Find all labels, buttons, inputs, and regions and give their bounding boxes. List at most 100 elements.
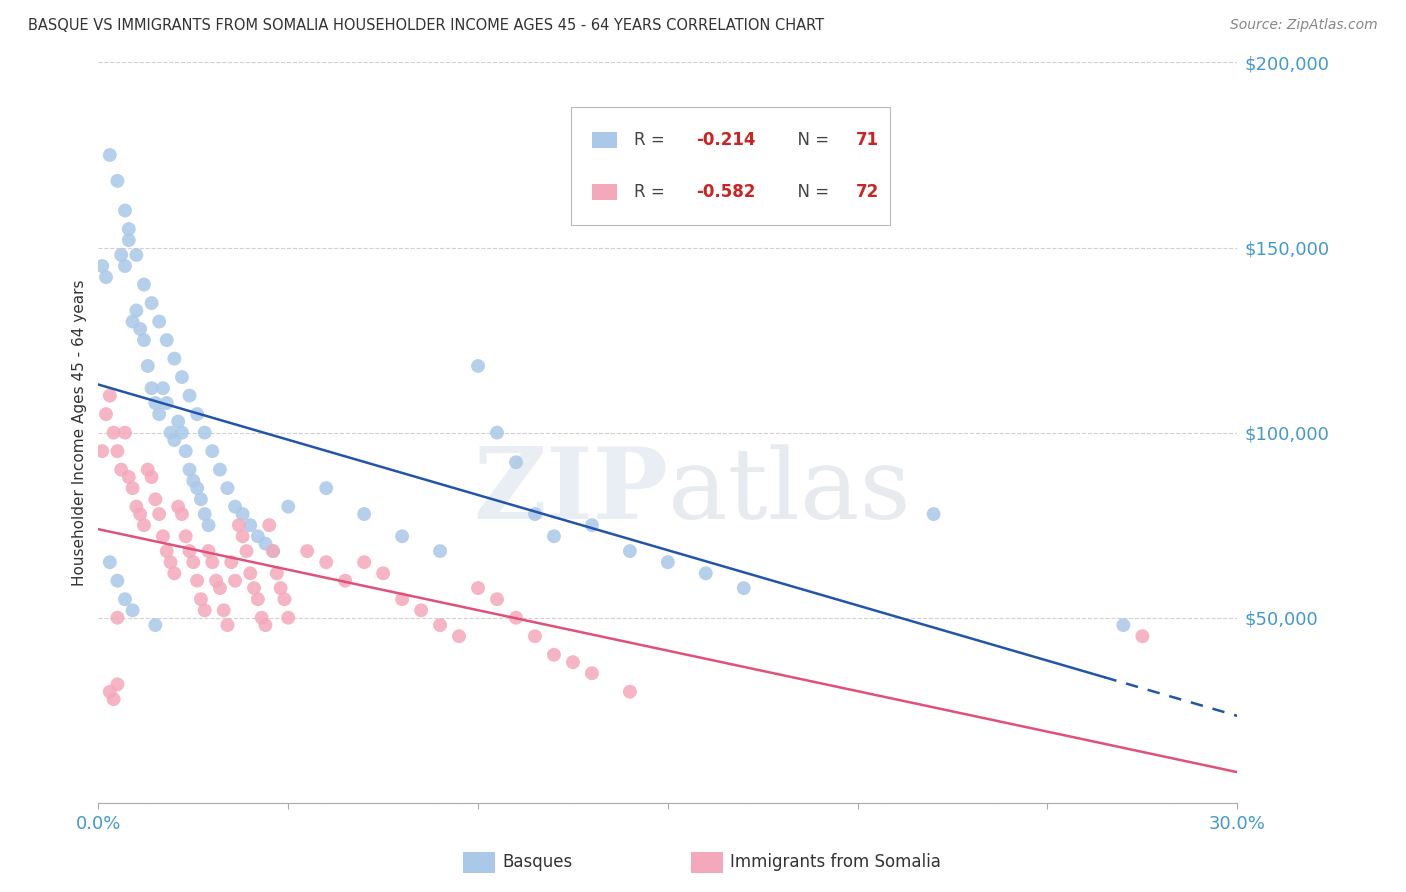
Point xyxy=(152,529,174,543)
Point xyxy=(277,610,299,624)
Point xyxy=(186,481,208,495)
Point xyxy=(129,322,152,336)
Point xyxy=(217,618,239,632)
Text: -0.214: -0.214 xyxy=(696,131,756,149)
Text: 71: 71 xyxy=(856,131,879,149)
Point xyxy=(262,544,284,558)
Point xyxy=(201,444,224,458)
Point xyxy=(217,481,239,495)
Point xyxy=(212,603,235,617)
Point xyxy=(98,388,121,402)
Point xyxy=(159,555,181,569)
Point xyxy=(145,396,167,410)
Point xyxy=(243,581,266,595)
Point xyxy=(121,603,143,617)
Point xyxy=(524,629,547,643)
Point xyxy=(543,529,565,543)
Point xyxy=(581,666,603,681)
Point xyxy=(163,433,186,447)
Text: BASQUE VS IMMIGRANTS FROM SOMALIA HOUSEHOLDER INCOME AGES 45 - 64 YEARS CORRELAT: BASQUE VS IMMIGRANTS FROM SOMALIA HOUSEH… xyxy=(28,18,824,33)
Point xyxy=(246,529,269,543)
Point xyxy=(114,203,136,218)
Point xyxy=(141,296,163,310)
Point xyxy=(125,248,148,262)
Point xyxy=(353,555,375,569)
Point xyxy=(98,148,121,162)
Point xyxy=(562,655,585,669)
Point xyxy=(391,592,413,607)
Point xyxy=(107,174,129,188)
Point xyxy=(194,507,217,521)
Point xyxy=(619,544,641,558)
FancyBboxPatch shape xyxy=(592,184,617,201)
Point xyxy=(167,500,190,514)
Point xyxy=(205,574,228,588)
Point xyxy=(733,581,755,595)
Point xyxy=(922,507,945,521)
Point xyxy=(148,407,170,421)
Text: N =: N = xyxy=(787,183,835,202)
Point xyxy=(1112,618,1135,632)
Point xyxy=(132,277,155,292)
Point xyxy=(657,555,679,569)
Point xyxy=(163,351,186,366)
Point xyxy=(197,544,219,558)
Point xyxy=(114,425,136,440)
Point xyxy=(246,592,269,607)
Point xyxy=(167,415,190,429)
Point xyxy=(315,481,337,495)
Point xyxy=(201,555,224,569)
Point xyxy=(145,492,167,507)
Text: Immigrants from Somalia: Immigrants from Somalia xyxy=(731,853,942,871)
Point xyxy=(148,507,170,521)
Point xyxy=(273,592,295,607)
Point xyxy=(118,470,141,484)
Point xyxy=(190,492,212,507)
FancyBboxPatch shape xyxy=(592,132,617,148)
Point xyxy=(695,566,717,581)
Text: Source: ZipAtlas.com: Source: ZipAtlas.com xyxy=(1230,18,1378,32)
Point xyxy=(254,618,277,632)
Text: R =: R = xyxy=(634,183,669,202)
Text: Basques: Basques xyxy=(503,853,574,871)
Point xyxy=(156,544,179,558)
Point xyxy=(152,381,174,395)
Point xyxy=(141,381,163,395)
Point xyxy=(121,481,143,495)
Point xyxy=(429,544,451,558)
Text: 72: 72 xyxy=(856,183,879,202)
Point xyxy=(98,685,121,699)
Point xyxy=(315,555,337,569)
Point xyxy=(163,566,186,581)
Point xyxy=(179,462,201,476)
Point xyxy=(141,470,163,484)
Point xyxy=(125,303,148,318)
Point xyxy=(232,507,254,521)
Point xyxy=(297,544,319,558)
Point xyxy=(239,566,262,581)
Point xyxy=(208,581,231,595)
Point xyxy=(110,248,132,262)
Point xyxy=(132,333,155,347)
Point xyxy=(524,507,547,521)
Point xyxy=(353,507,375,521)
Point xyxy=(262,544,284,558)
Point xyxy=(179,544,201,558)
Point xyxy=(194,603,217,617)
Point xyxy=(107,677,129,691)
Point xyxy=(228,518,250,533)
Point xyxy=(129,507,152,521)
Point xyxy=(270,581,292,595)
Text: -0.582: -0.582 xyxy=(696,183,755,202)
FancyBboxPatch shape xyxy=(463,853,495,873)
Point xyxy=(174,529,197,543)
Point xyxy=(107,610,129,624)
Point xyxy=(250,610,273,624)
Point xyxy=(121,314,143,328)
Point xyxy=(174,444,197,458)
Point xyxy=(103,425,125,440)
Point xyxy=(1132,629,1154,643)
Point xyxy=(98,555,121,569)
Point xyxy=(619,685,641,699)
Point xyxy=(156,396,179,410)
